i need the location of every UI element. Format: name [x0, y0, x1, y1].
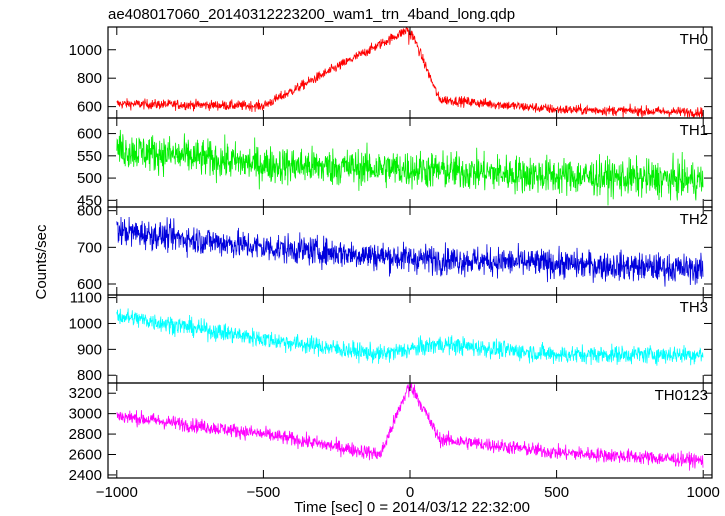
y-tick-label: 600 [77, 276, 102, 293]
panel-label-th3: TH3 [680, 299, 708, 316]
panel-th1: 450 500 550 600 TH1 [77, 117, 713, 209]
series-trace-th2 [116, 216, 704, 287]
y-tick-label: 3200 [69, 385, 102, 402]
y-tick-label: 550 [77, 148, 102, 165]
x-axis-label: Time [sec] 0 = 2014/03/12 22:32:00 [294, 499, 530, 516]
y-axis-label: Counts/sec [33, 224, 50, 300]
y-tick-label: 800 [77, 70, 102, 87]
y-tick-label: 800 [77, 367, 102, 384]
y-tick-label: 1100 [70, 290, 102, 307]
y-tick-label: 2800 [69, 426, 102, 443]
panel-frame [107, 294, 713, 384]
panel-label-th1: TH1 [680, 122, 708, 139]
y-tick-label: 1000 [69, 42, 102, 59]
series-trace-th1 [116, 129, 704, 206]
y-tick-label: 3000 [69, 406, 102, 423]
x-tick-label: 0 [406, 484, 414, 501]
panel-th3: 800 900 1000 1100 TH3 [69, 290, 713, 384]
y-tick-label: 600 [77, 126, 102, 143]
x-tick-label: −500 [246, 484, 280, 501]
y-tick-label: 600 [77, 99, 102, 116]
chart-title: ae408017060_20140312223200_wam1_trn_4ban… [108, 6, 515, 23]
panel-label-th2: TH2 [680, 211, 708, 228]
panel-th0: 600 800 1000 TH0 [69, 26, 713, 119]
series-trace-th0123 [116, 383, 704, 471]
panel-frame [107, 382, 713, 479]
panels-group: 600 800 1000 TH0 450 500 550 600 TH1 600 700 800 TH2… [69, 26, 720, 501]
y-tick-label: 700 [77, 239, 102, 256]
x-tick-label: 500 [544, 484, 569, 501]
y-tick-label: 2400 [69, 467, 102, 484]
series-trace-th3 [116, 308, 704, 366]
panel-th2: 600 700 800 TH2 [77, 203, 713, 296]
panel-label-th0: TH0 [680, 31, 708, 48]
x-tick-label: 1000 [687, 484, 720, 501]
panel-th0123: 2400 2600 2800 3000 3200 TH0123 [69, 382, 713, 484]
panel-label-th0123: TH0123 [655, 387, 708, 404]
y-tick-label: 450 [77, 192, 102, 209]
y-tick-label: 2600 [69, 447, 102, 464]
series-trace-th0 [116, 27, 704, 118]
y-tick-label: 1000 [69, 315, 102, 332]
y-tick-label: 500 [77, 170, 102, 187]
y-tick-label: 900 [77, 341, 102, 358]
x-tick-label: −1000 [96, 484, 138, 501]
y-tick-label: 800 [77, 203, 102, 220]
